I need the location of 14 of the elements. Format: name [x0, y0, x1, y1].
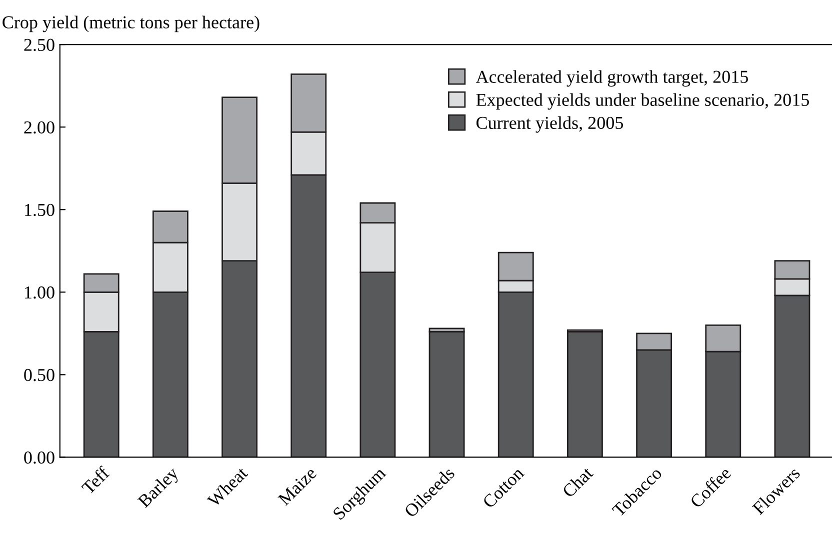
bar — [428, 331, 465, 458]
y-tick-label: 0.00 — [24, 451, 54, 464]
bar — [566, 331, 603, 458]
legend-label: Accelerated yield growth target, 2015 — [476, 70, 748, 87]
x-tick-label: Teff — [80, 465, 110, 496]
y-tick-label: 2.00 — [24, 121, 54, 134]
legend-label: Expected yields under baseline scenario, 2015 — [476, 93, 809, 110]
y-tick-label: 2.50 — [24, 38, 54, 52]
legend-label: Current yields, 2005 — [476, 116, 623, 133]
y-tick-label: 1.50 — [25, 204, 54, 216]
y-axis-title: Crop yield (metric tons per hectare) — [2, 16, 260, 32]
x-tick-label: Chat — [561, 466, 594, 498]
y-tick-label: 1.00 — [25, 286, 54, 299]
y-tick-label: 0.50 — [24, 368, 54, 382]
